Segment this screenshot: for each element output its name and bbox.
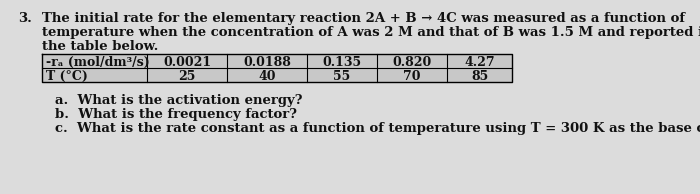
Text: 85: 85 xyxy=(471,70,488,83)
Text: 0.820: 0.820 xyxy=(393,56,432,69)
Text: the table below.: the table below. xyxy=(42,40,158,53)
Text: b.  What is the frequency factor?: b. What is the frequency factor? xyxy=(55,108,297,121)
Text: -rₐ (mol/dm³/s): -rₐ (mol/dm³/s) xyxy=(46,56,150,69)
Text: c.  What is the rate constant as a function of temperature using T = 300 K as th: c. What is the rate constant as a functi… xyxy=(55,122,700,135)
Text: 0.135: 0.135 xyxy=(323,56,362,69)
Text: 40: 40 xyxy=(258,70,276,83)
Text: The initial rate for the elementary reaction 2A + B → 4C was measured as a funct: The initial rate for the elementary reac… xyxy=(42,12,685,25)
Text: temperature when the concentration of A was 2 M and that of B was 1.5 M and repo: temperature when the concentration of A … xyxy=(42,26,700,39)
Text: 25: 25 xyxy=(178,70,196,83)
Text: 55: 55 xyxy=(333,70,351,83)
Text: T (°C): T (°C) xyxy=(46,70,88,83)
Text: 3.: 3. xyxy=(18,12,32,25)
Text: 70: 70 xyxy=(403,70,421,83)
Text: 0.0188: 0.0188 xyxy=(243,56,291,69)
Text: a.  What is the activation energy?: a. What is the activation energy? xyxy=(55,94,302,107)
Text: 4.27: 4.27 xyxy=(464,56,495,69)
Text: 0.0021: 0.0021 xyxy=(163,56,211,69)
Bar xyxy=(42,54,512,82)
